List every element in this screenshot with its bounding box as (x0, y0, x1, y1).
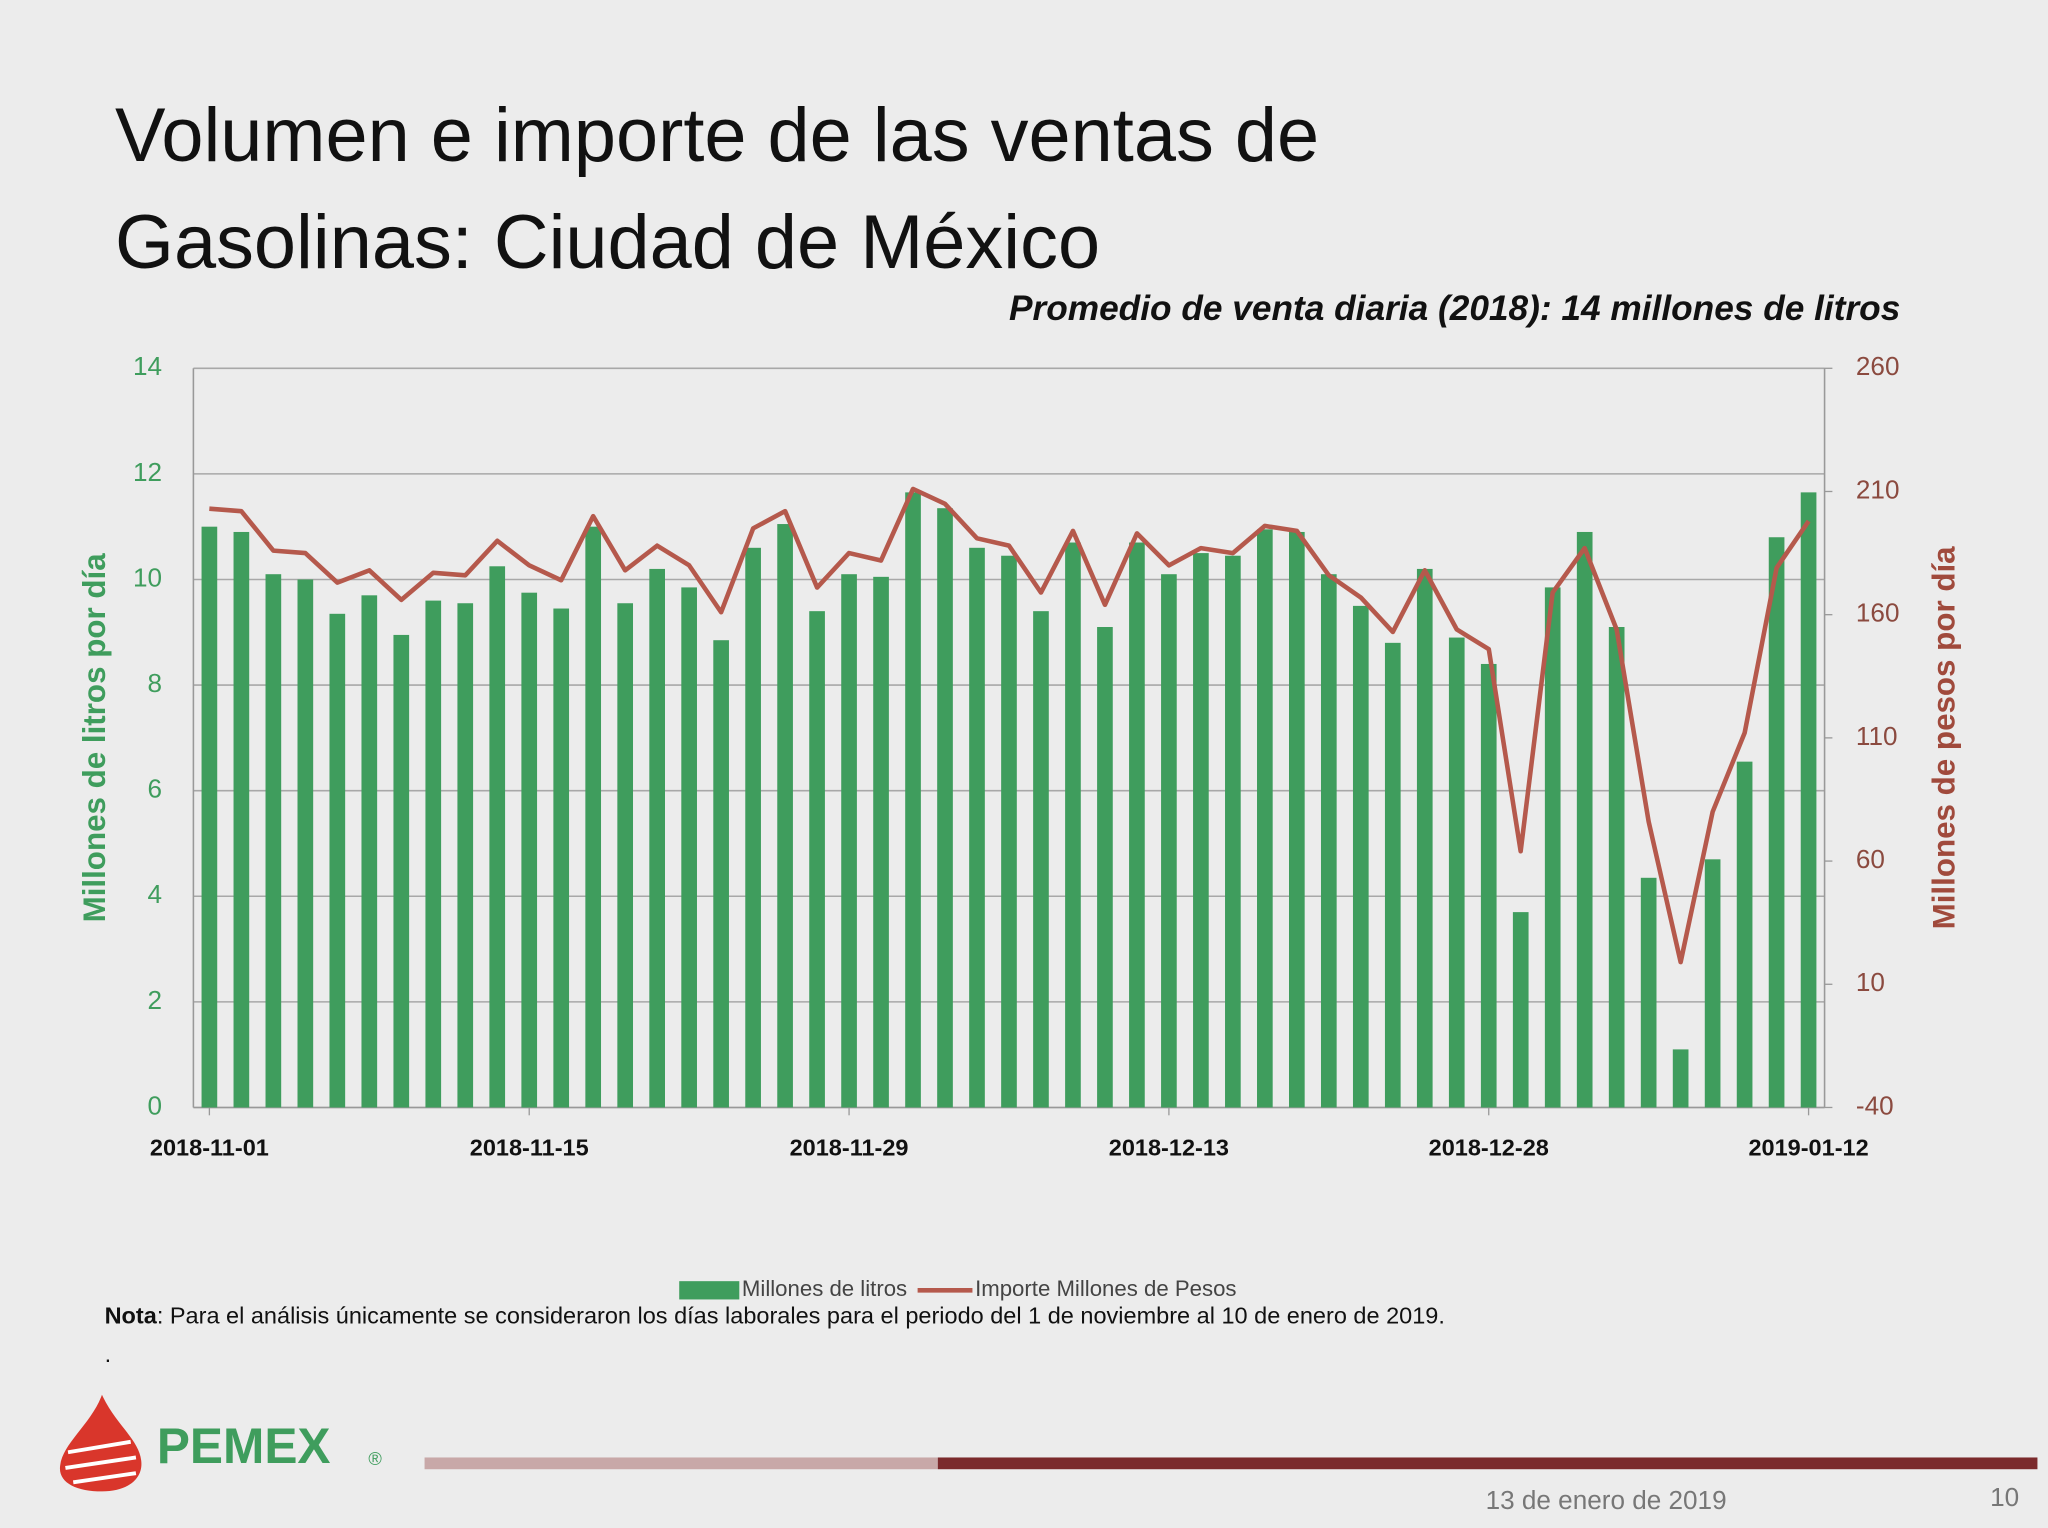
y2-tick-label: 210 (1856, 474, 1900, 504)
bar (1161, 574, 1177, 1108)
logo-text: PEMEX (157, 1418, 331, 1474)
bar (745, 547, 761, 1108)
bar (1512, 912, 1529, 1108)
note: Nota: Para el análisis únicamente se con… (105, 1303, 1445, 1329)
y-tick-label: 6 (148, 774, 163, 804)
bar (1640, 877, 1657, 1108)
bar (457, 603, 474, 1108)
footer-bar-light (424, 1457, 938, 1470)
y2-tick-label: 160 (1856, 598, 1900, 628)
bar (841, 574, 857, 1108)
logo-lines (65, 1439, 137, 1485)
y2-tick-label: 10 (1856, 967, 1885, 997)
line (209, 486, 1811, 965)
bar (521, 592, 538, 1108)
bar (329, 613, 346, 1108)
y2-tick-label: -40 (1856, 1090, 1894, 1120)
bar (297, 579, 314, 1108)
note-label: Nota (105, 1303, 158, 1329)
y-tick-label: 2 (148, 985, 163, 1015)
bar (905, 492, 921, 1108)
x-tick-label: 2018-11-15 (470, 1134, 589, 1160)
logo-registered: ® (368, 1448, 382, 1469)
bar (1129, 542, 1145, 1108)
title-line: Gasolinas: Ciudad de México (115, 200, 1100, 285)
legend-swatch (679, 1281, 740, 1300)
y2-tick-label: 110 (1856, 721, 1898, 751)
bar (1257, 529, 1273, 1108)
subtitle: Promedio de venta diaria (2018): 14 mill… (1009, 289, 1900, 328)
y-tick-label: 0 (148, 1090, 163, 1120)
note-text: : Para el análisis únicamente se conside… (157, 1303, 1445, 1329)
bar (1704, 859, 1721, 1108)
bar (489, 566, 506, 1108)
bar (681, 587, 697, 1108)
bar (1576, 531, 1593, 1108)
y-tick-label: 8 (148, 668, 163, 698)
y-tick-label: 12 (133, 457, 162, 487)
bar (873, 576, 889, 1108)
bar (361, 595, 378, 1108)
bar (1736, 761, 1753, 1108)
bar (1320, 574, 1337, 1108)
title-line: Volumen e importe de las ventas de (115, 93, 1319, 178)
y2-tick-label: 260 (1856, 351, 1900, 381)
bar (937, 508, 953, 1108)
y2-axis-label: Millones de pesos por día (1926, 546, 1961, 930)
bar (265, 574, 282, 1108)
page-number: 10 (1990, 1482, 2019, 1512)
bar (1544, 587, 1561, 1108)
bar (393, 634, 410, 1108)
legend-label: Millones de litros (742, 1276, 907, 1301)
bar (1800, 492, 1817, 1108)
bar (969, 547, 985, 1108)
bar (617, 603, 634, 1108)
bar (201, 526, 218, 1108)
bar (809, 611, 825, 1108)
bar (1768, 537, 1785, 1108)
y-tick-label: 10 (133, 562, 162, 592)
y-tick-label: 14 (133, 351, 162, 381)
bar (1065, 542, 1081, 1108)
legend-label: Importe Millones de Pesos (975, 1276, 1236, 1301)
x-tick-label: 2018-11-01 (150, 1134, 269, 1160)
footer-bar-dark (937, 1457, 2038, 1470)
x-tick-label: 2018-11-29 (790, 1134, 909, 1160)
y-tick-label: 4 (148, 879, 163, 909)
bar (1001, 555, 1017, 1108)
bar (1672, 1049, 1689, 1108)
y2-tick-label: 60 (1856, 844, 1885, 874)
bar (1608, 627, 1625, 1108)
bar (1480, 663, 1497, 1108)
bar (1416, 568, 1433, 1108)
x-tick-label: 2019-01-12 (1748, 1134, 1868, 1160)
x-tick-label: 2018-12-28 (1429, 1134, 1549, 1160)
y-axis-label: Millones de litros por día (77, 553, 112, 923)
bar (649, 568, 665, 1108)
bar (425, 600, 442, 1108)
bar (1097, 627, 1113, 1108)
bar (1193, 553, 1209, 1108)
bar (1384, 642, 1401, 1108)
bar (1448, 637, 1465, 1108)
logo: PEMEX ® (59, 1394, 382, 1492)
bar (1033, 611, 1049, 1108)
bar (1352, 605, 1369, 1108)
bar (713, 640, 729, 1108)
bar (1225, 555, 1241, 1108)
bar (585, 526, 602, 1108)
footer-date: 13 de enero de 2019 (1486, 1485, 1727, 1515)
x-tick-label: 2018-12-13 (1109, 1134, 1229, 1160)
bar (1288, 531, 1305, 1108)
bar (777, 524, 793, 1108)
bar (233, 531, 250, 1108)
note-dot: . (105, 1341, 112, 1367)
bar (553, 608, 570, 1108)
